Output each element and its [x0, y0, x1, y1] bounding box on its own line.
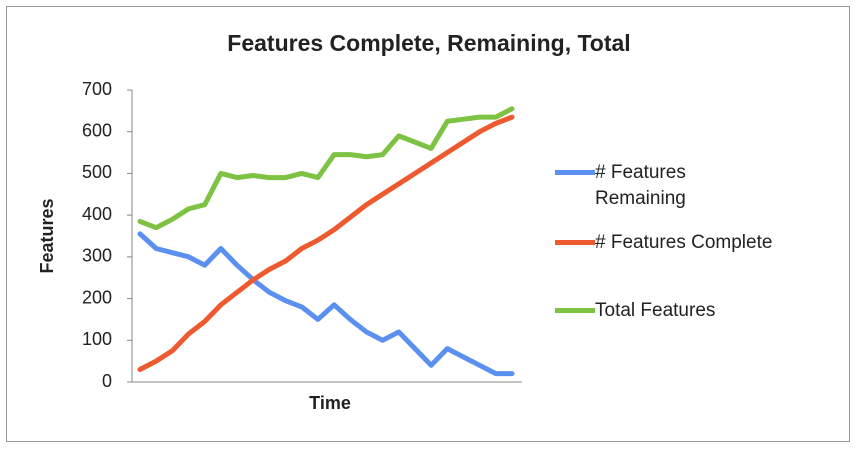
y-tick-label: 200	[82, 287, 112, 307]
y-tick-label: 100	[82, 329, 112, 349]
y-tick-label: 0	[102, 371, 112, 391]
legend-swatch	[555, 308, 595, 313]
y-axis-label: Features	[37, 198, 57, 273]
y-tick-label: 700	[82, 79, 112, 99]
x-axis-label: Time	[309, 393, 351, 413]
y-tick-label: 600	[82, 120, 112, 140]
legend-label: Total Features	[595, 300, 716, 321]
legend-label: # Features Complete	[595, 232, 773, 253]
y-tick-label: 500	[82, 162, 112, 182]
series-line	[137, 114, 515, 372]
chart-title: Features Complete, Remaining, Total	[227, 30, 630, 56]
series-line	[137, 106, 515, 231]
legend-item: # Features Remaining	[555, 160, 725, 212]
legend-item: Total Features	[555, 298, 715, 324]
y-tick-label: 400	[82, 204, 112, 224]
frame	[6, 6, 850, 442]
y-tick-label: 300	[82, 246, 112, 266]
legend-swatch	[555, 240, 595, 245]
series-line	[137, 231, 515, 377]
legend-label: # Features Remaining	[595, 162, 686, 209]
legend-item: # Features Complete	[555, 230, 772, 256]
legend-swatch	[555, 170, 595, 175]
